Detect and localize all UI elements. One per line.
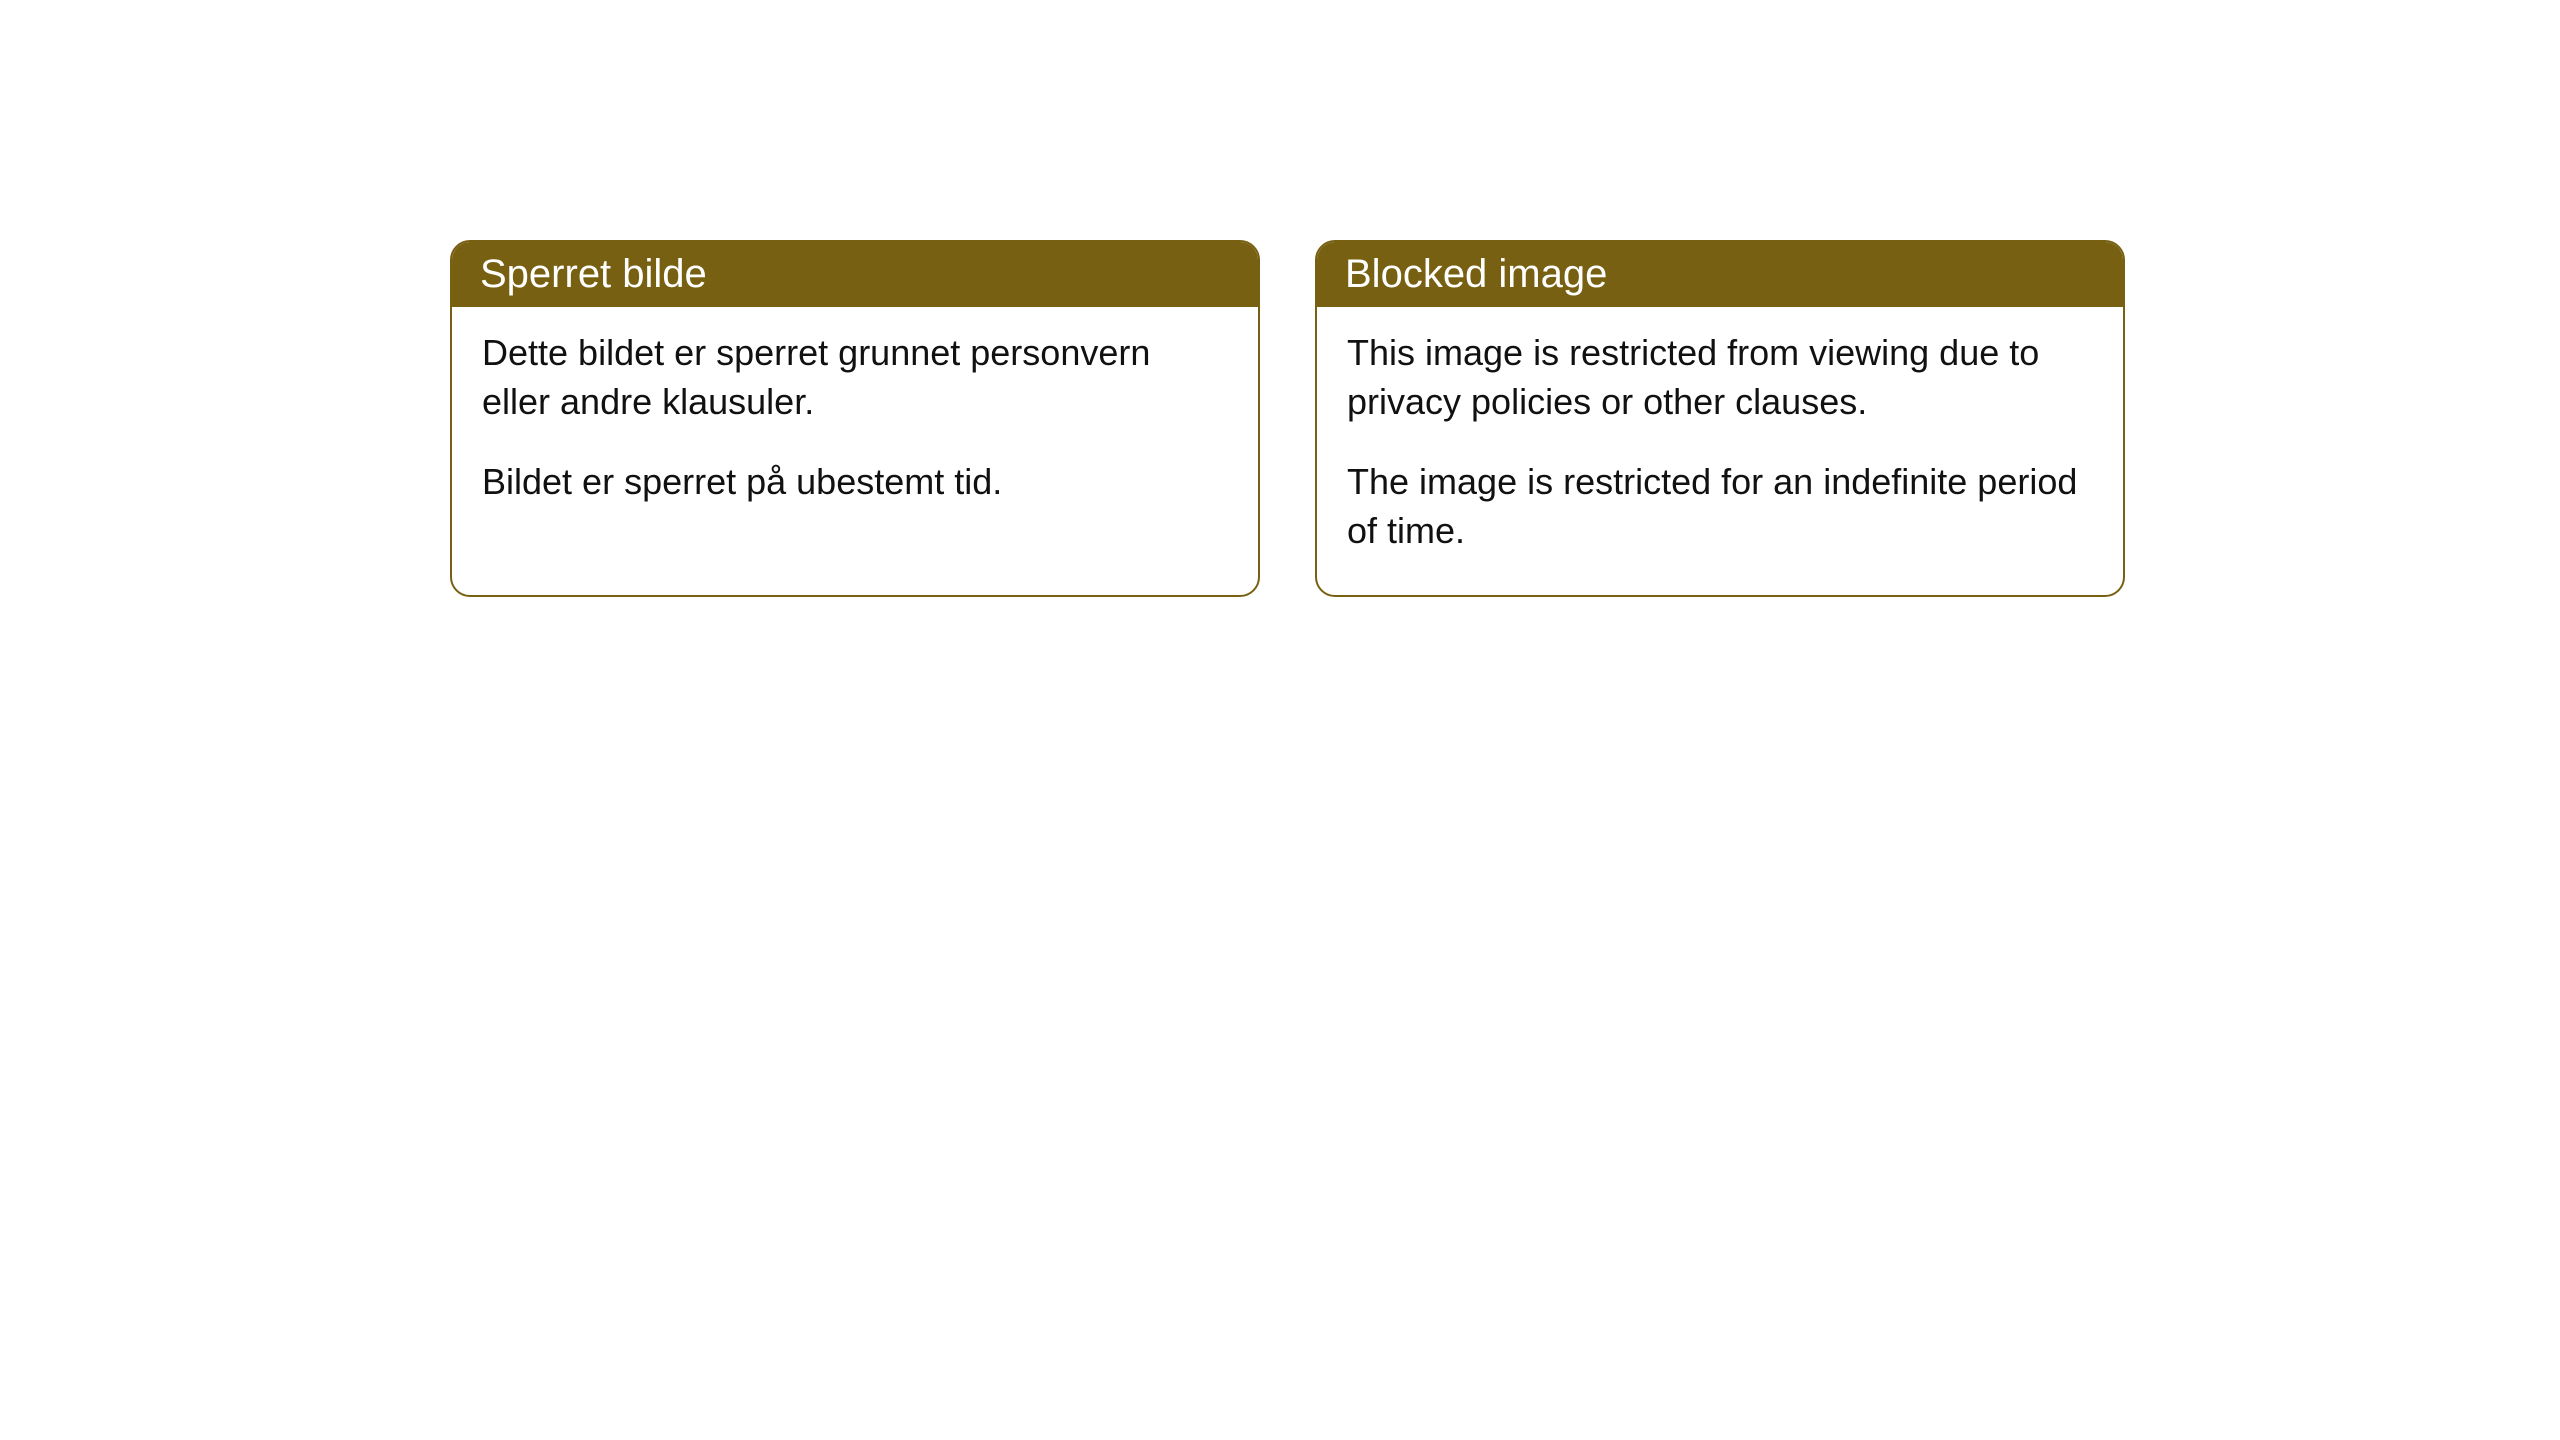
card-title: Sperret bilde <box>480 252 707 296</box>
card-paragraph: This image is restricted from viewing du… <box>1347 329 2093 426</box>
blocked-image-card-norwegian: Sperret bilde Dette bildet er sperret gr… <box>450 240 1260 597</box>
card-paragraph: Bildet er sperret på ubestemt tid. <box>482 458 1228 507</box>
card-header: Blocked image <box>1317 242 2123 307</box>
card-header: Sperret bilde <box>452 242 1258 307</box>
card-paragraph: Dette bildet er sperret grunnet personve… <box>482 329 1228 426</box>
blocked-image-card-english: Blocked image This image is restricted f… <box>1315 240 2125 597</box>
card-title: Blocked image <box>1345 252 1607 296</box>
card-paragraph: The image is restricted for an indefinit… <box>1347 458 2093 555</box>
card-body: Dette bildet er sperret grunnet personve… <box>452 307 1258 547</box>
blocked-image-notice-container: Sperret bilde Dette bildet er sperret gr… <box>450 240 2125 597</box>
card-body: This image is restricted from viewing du… <box>1317 307 2123 595</box>
